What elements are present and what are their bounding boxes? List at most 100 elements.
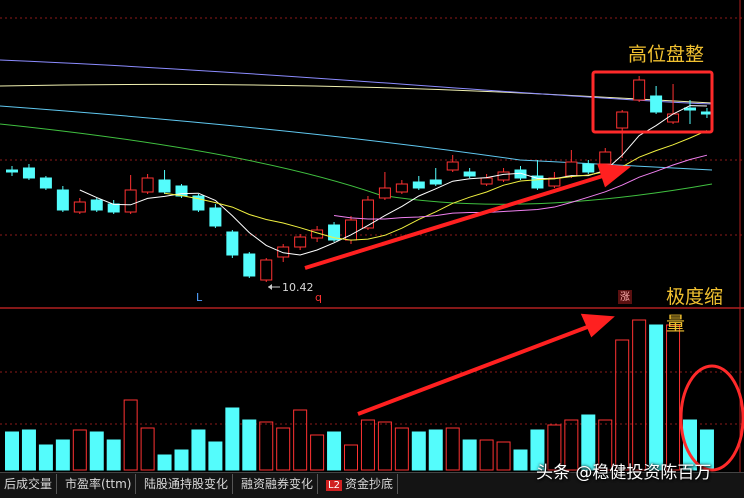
candle-body [684, 107, 696, 111]
candle-body [548, 177, 561, 187]
candle-body [90, 199, 103, 211]
tab[interactable]: 陆股通持股变化 [140, 474, 234, 494]
volume-bar [615, 339, 630, 471]
candle-body [497, 171, 510, 181]
volume-bar [564, 419, 579, 471]
volume-bar [259, 421, 274, 471]
arrow-head [580, 313, 615, 338]
watermark: 头条 @稳健投资陈百万 [536, 463, 712, 483]
ma-line [0, 59, 713, 105]
tab[interactable]: 市盈率(ttm) [61, 474, 137, 494]
volume-bar [310, 434, 325, 471]
volume-bar [581, 414, 596, 471]
candle-body [107, 203, 120, 213]
tab-label: 融资融券变化 [241, 477, 314, 491]
tab[interactable]: L2 资金抄底 [322, 474, 398, 494]
volume-bar [377, 421, 392, 471]
candle-body [39, 177, 52, 189]
candle-body [209, 207, 222, 227]
tab[interactable]: 融资融券变化 [237, 474, 319, 494]
ma-line [0, 83, 713, 104]
candle-body [446, 161, 459, 171]
candle-body [378, 187, 391, 199]
candle-body [650, 95, 663, 113]
stock-chart: 10.42 L q 涨 高位盘整 极度缩量 [0, 0, 744, 472]
candle-body [277, 246, 290, 258]
volume-bar [411, 431, 426, 471]
tab-badge: L2 [326, 480, 342, 491]
volume-bar [666, 324, 681, 471]
volume-bar [157, 454, 172, 471]
volume-bar [89, 431, 104, 471]
volume-bar [513, 449, 528, 471]
candle-body [480, 177, 493, 185]
candle-body [260, 259, 273, 281]
volume-bar [191, 429, 206, 471]
volume-bar [208, 441, 223, 471]
volume-bar [547, 424, 562, 471]
candle-body [395, 183, 408, 193]
candle-body [158, 179, 171, 193]
volume-bar [242, 419, 257, 471]
volume-bar [496, 441, 511, 471]
candle-body [73, 201, 86, 213]
volume-bar [174, 449, 189, 471]
highlight-box [591, 70, 714, 134]
volume-bar [360, 419, 375, 471]
marker-q: q [315, 291, 322, 304]
candle-body [56, 189, 69, 211]
tab-label: 陆股通持股变化 [144, 477, 229, 491]
arrows [304, 163, 632, 416]
candle-body [361, 199, 374, 229]
ma-line [0, 105, 713, 171]
arrow-shaft [304, 173, 607, 270]
tab-label: 资金抄底 [344, 477, 393, 491]
candle-body [429, 179, 442, 185]
volume-bar [445, 427, 460, 471]
candle-body [463, 171, 476, 177]
grid [0, 17, 744, 425]
volume-bar [106, 439, 121, 471]
annotation-volume: 极度缩量 [666, 286, 724, 335]
volume-bar [55, 439, 70, 471]
volume-bar [344, 444, 358, 471]
volume-bar [530, 429, 545, 471]
volume-bar [72, 429, 87, 471]
low-arrow-head [268, 284, 272, 290]
volume-bar [632, 319, 647, 471]
marker-zhang: 涨 [620, 291, 630, 303]
volume-bar [479, 439, 494, 471]
candle-body [633, 79, 646, 101]
candle-body [412, 181, 425, 189]
candle-body [22, 167, 35, 179]
ma-line [333, 154, 708, 220]
arrow-shaft [357, 324, 591, 416]
volume-bar [123, 399, 138, 471]
annotation-top: 高位盘整 [628, 44, 704, 66]
volume-bar [394, 427, 409, 471]
candle-body [192, 195, 205, 211]
candle-body [531, 175, 544, 189]
tab[interactable]: 后成交量 [0, 474, 58, 494]
volume-bar [428, 429, 443, 471]
tab-label: 后成交量 [4, 477, 53, 491]
volume-bar [276, 427, 291, 471]
volume-bar [327, 431, 342, 471]
marker-box [618, 290, 632, 304]
volume-bar [598, 419, 613, 471]
volume-bar [21, 429, 36, 471]
candle-body [243, 253, 256, 277]
highlight-ellipse [679, 364, 744, 472]
candle-body [565, 161, 578, 177]
candle-body [226, 231, 239, 256]
volume-bar [649, 324, 664, 471]
volume-bar [225, 407, 240, 471]
candles [5, 76, 714, 471]
candle-body [582, 163, 595, 173]
volume-bar [293, 409, 308, 471]
marker-l: L [196, 291, 203, 304]
candle-body [667, 113, 680, 123]
candle-body [599, 151, 612, 165]
tab-bar [0, 472, 744, 498]
